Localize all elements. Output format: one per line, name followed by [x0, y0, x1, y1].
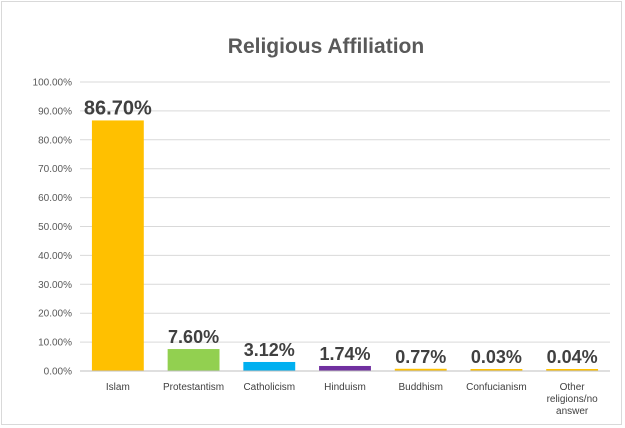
x-tick-label: Other religions/no answer	[547, 382, 599, 417]
y-tick-label: 0.00%	[44, 367, 72, 378]
y-tick-label: 90.00%	[38, 106, 72, 117]
x-tick-label: Protestantism	[163, 382, 224, 393]
y-tick-label: 50.00%	[38, 222, 72, 233]
bar	[243, 361, 296, 371]
bar	[394, 368, 447, 371]
y-tick-label: 40.00%	[38, 251, 72, 262]
x-tick-label: Hinduism	[324, 382, 366, 393]
data-label: 7.60%	[168, 327, 219, 347]
x-axis-ticks: Islam Protestantism Catholicism Hinduism Bud…	[106, 382, 598, 417]
bar	[91, 120, 144, 371]
y-tick-label: 10.00%	[38, 338, 72, 349]
data-label: 1.74%	[319, 344, 370, 364]
y-tick-label: 30.00%	[38, 280, 72, 291]
gridlines	[80, 81, 610, 343]
y-tick-label: 80.00%	[38, 135, 72, 146]
data-label: 0.03%	[471, 347, 522, 367]
x-tick-label: Confucianism	[466, 382, 527, 393]
data-label: 0.04%	[547, 347, 598, 367]
data-label: 3.12%	[244, 340, 295, 360]
y-tick-label: 60.00%	[38, 193, 72, 204]
bar	[546, 369, 599, 371]
y-tick-label: 100.00%	[33, 78, 73, 89]
data-labels: 86.70% 7.60% 3.12% 1.74% 0.77% 0.03% 0.04%	[84, 97, 598, 367]
bar	[470, 369, 523, 371]
data-label: 0.77%	[395, 347, 446, 367]
y-tick-label: 70.00%	[38, 164, 72, 175]
y-axis-ticks: 0.00% 10.00% 20.00% 30.00% 40.00% 50.00% 60.00…	[33, 78, 73, 378]
x-tick-label: Islam	[106, 382, 130, 393]
y-tick-label: 20.00%	[38, 309, 72, 320]
bar	[167, 349, 220, 371]
data-label: 86.70%	[84, 97, 152, 119]
chart-title: Religious Affiliation	[228, 35, 424, 58]
bars	[91, 120, 599, 371]
bar	[319, 365, 371, 371]
x-tick-label: Buddhism	[398, 382, 442, 393]
x-tick-label: Catholicism	[243, 382, 295, 393]
